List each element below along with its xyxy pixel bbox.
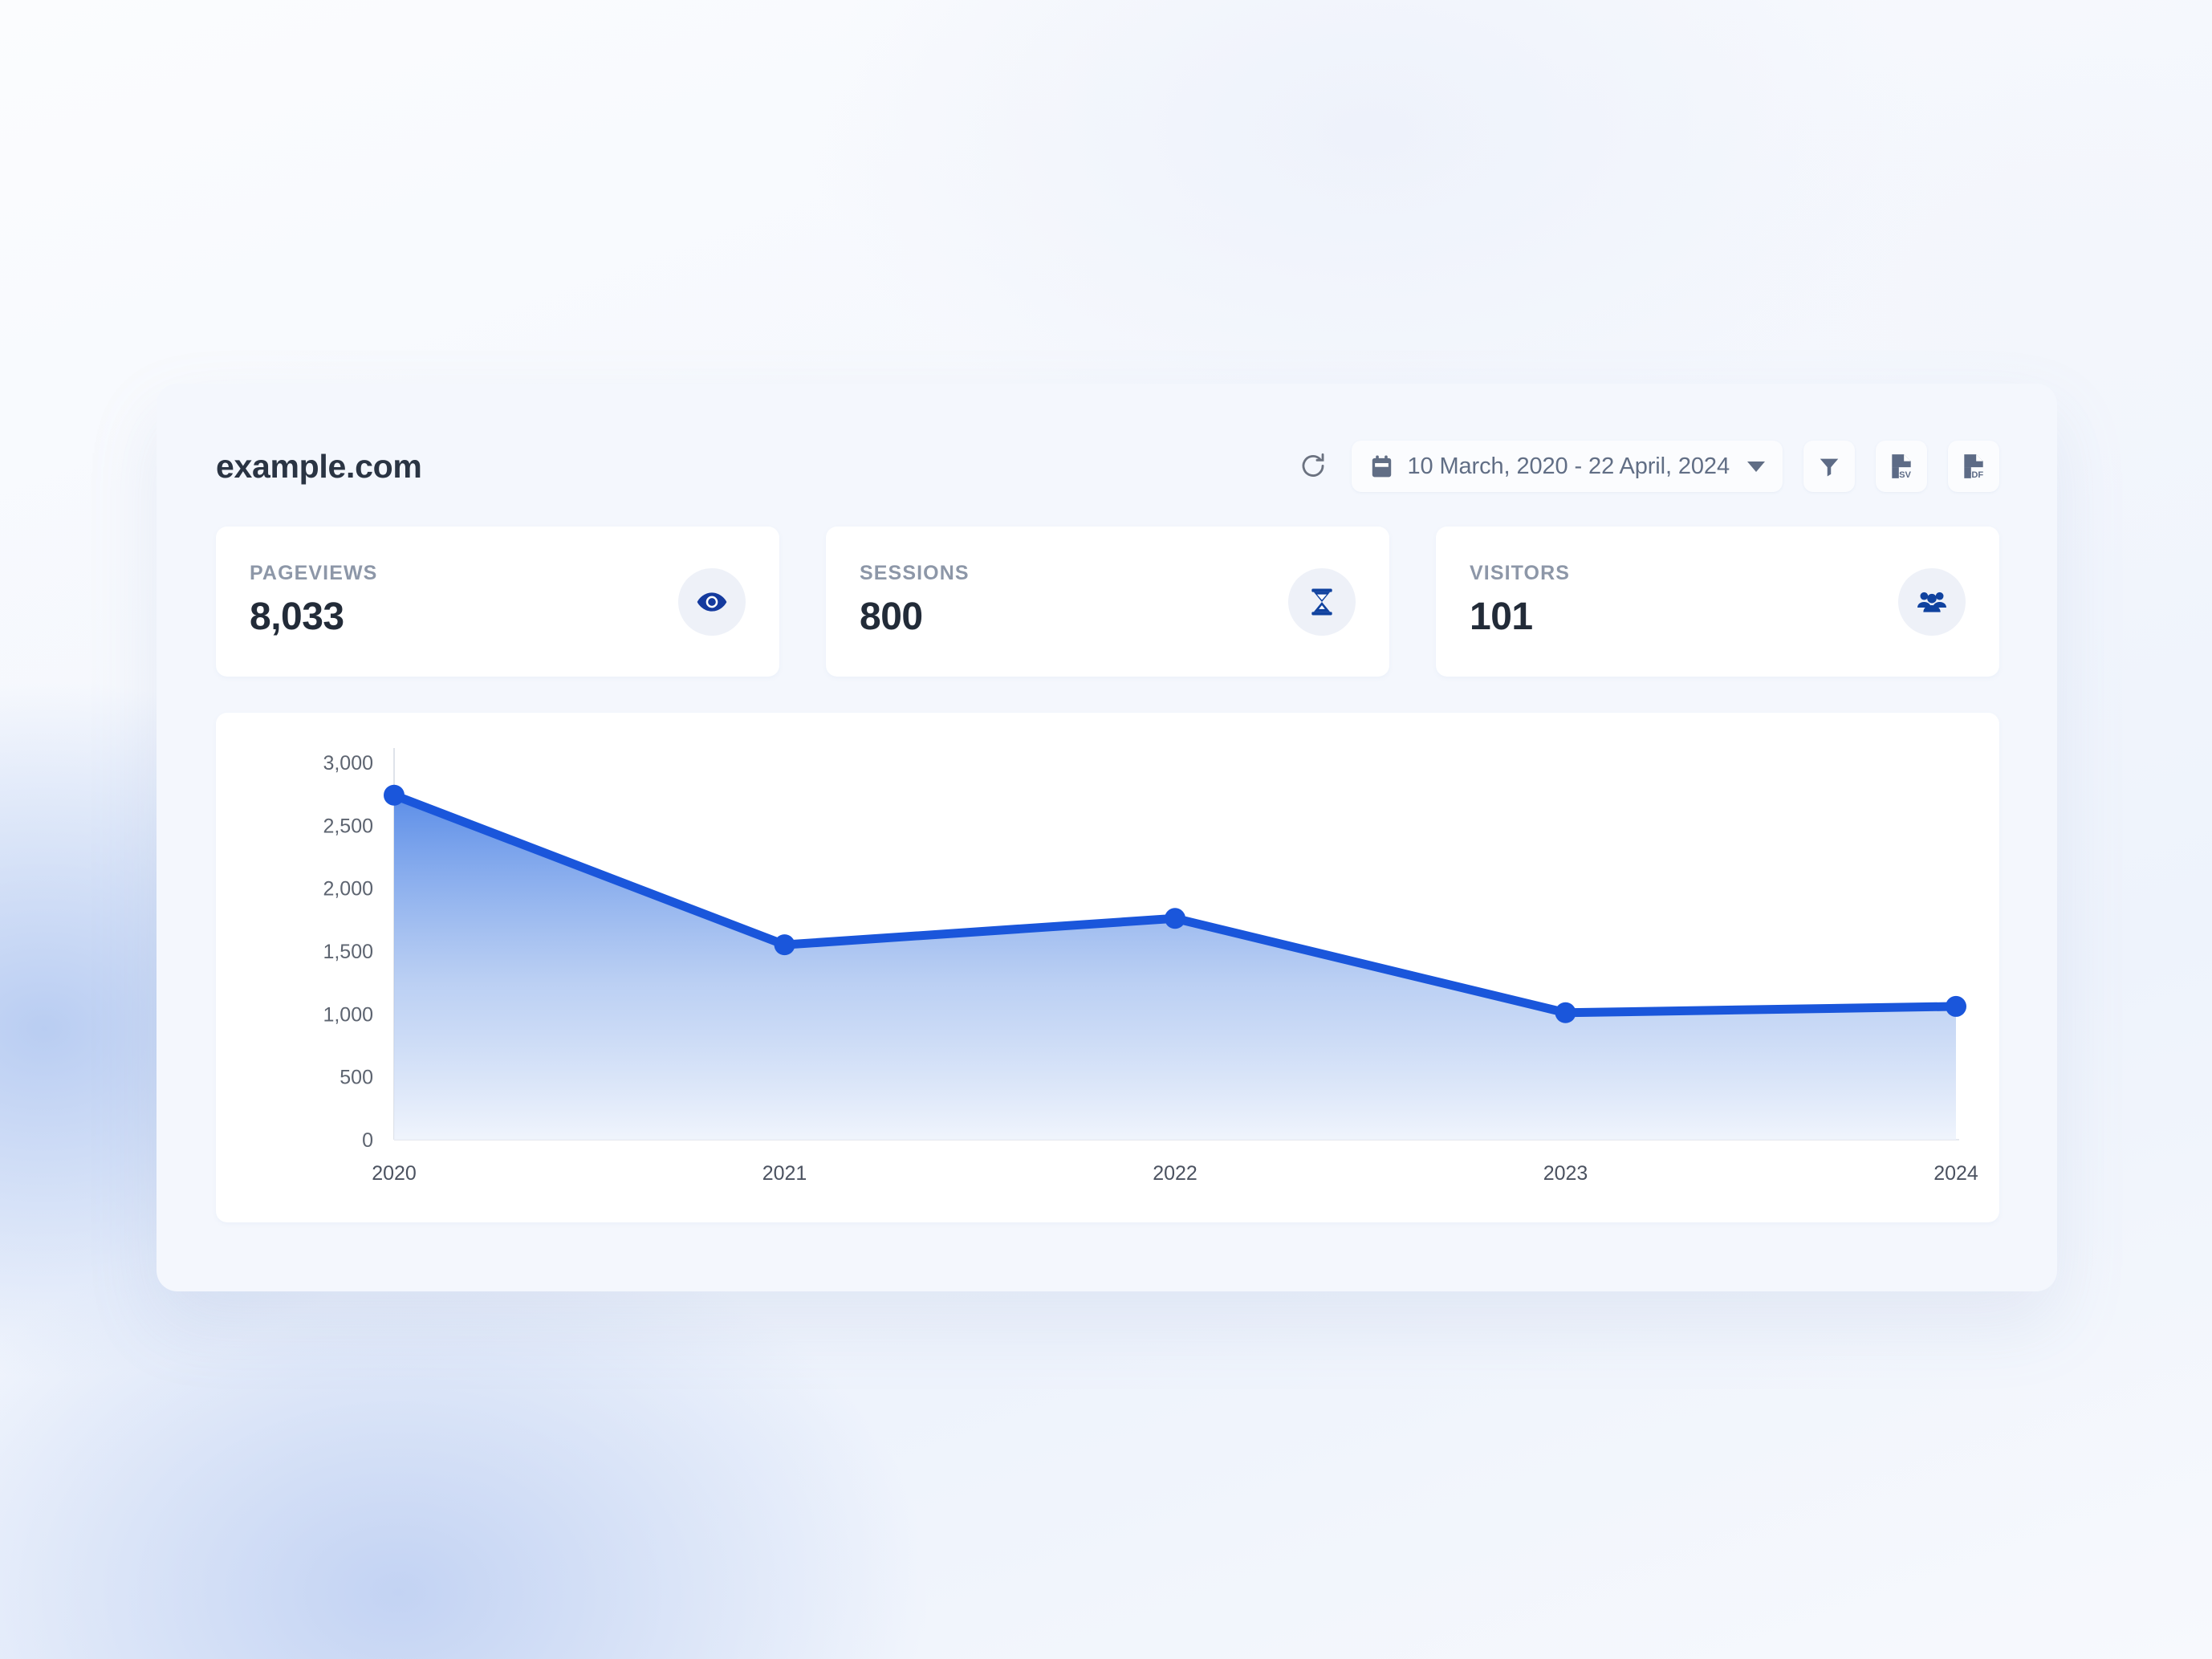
hourglass-icon [1288,567,1356,636]
dashboard-header: example.com [216,430,1999,502]
export-pdf-button[interactable]: PDF [1948,441,1999,492]
stat-card-sessions[interactable]: SESSIONS 800 [826,527,1389,677]
x-axis-tick: 2021 [762,1162,807,1185]
y-axis-tick: 1,000 [323,1003,373,1026]
chevron-down-icon [1747,461,1765,472]
stat-label: PAGEVIEWS [250,562,378,584]
filter-icon [1817,454,1841,478]
stat-value: 101 [1470,596,1533,638]
chart-data-point[interactable] [384,784,405,806]
pdf-file-icon: PDF [1961,453,1986,480]
filter-button[interactable] [1803,441,1855,492]
x-axis-tick: 2023 [1543,1162,1588,1185]
x-axis-tick: 2020 [372,1162,417,1185]
date-range-text: 10 March, 2020 - 22 April, 2024 [1407,453,1730,479]
refresh-button[interactable] [1291,444,1336,489]
chart-data-point[interactable] [1165,908,1185,929]
stat-value: 8,033 [250,596,344,638]
toolbar: 10 March, 2020 - 22 April, 2024 CSV [1291,441,1999,492]
chart-data-point[interactable] [1946,995,1966,1017]
svg-text:CSV: CSV [1893,470,1911,480]
stat-label: VISITORS [1470,562,1571,584]
y-axis-tick: 2,500 [323,815,373,837]
eye-icon [678,567,746,636]
date-range-picker[interactable]: 10 March, 2020 - 22 April, 2024 [1352,441,1783,492]
csv-file-icon: CSV [1889,453,1914,480]
chart-card: 0 500 1,000 1,500 2,000 2,500 3,000 2020 2021 202… [216,713,1999,1222]
y-axis-tick: 3,000 [323,752,373,775]
stat-card-visitors[interactable]: VISITORS 101 [1436,527,1999,677]
calendar-icon [1371,455,1393,478]
y-axis-tick: 2,000 [323,878,373,901]
people-icon [1898,567,1966,636]
page-title: example.com [216,447,422,485]
export-csv-button[interactable]: CSV [1876,441,1927,492]
x-axis-tick: 2022 [1153,1162,1197,1185]
chart-area-fill [394,795,1956,1140]
chart-data-point[interactable] [774,934,795,956]
stat-label: SESSIONS [860,562,970,584]
stat-card-pageviews[interactable]: PAGEVIEWS 8,033 [216,527,779,677]
x-axis-tick: 2024 [1933,1162,1978,1185]
pageviews-area-chart[interactable]: 0 500 1,000 1,500 2,000 2,500 3,000 2020 2021 202… [216,713,1999,1222]
stat-value: 800 [860,596,923,638]
y-axis-tick: 0 [362,1129,373,1152]
y-axis-tick: 1,500 [323,941,373,963]
dashboard-panel: example.com [157,384,2057,1291]
svg-text:PDF: PDF [1966,470,1983,480]
y-axis-tick: 500 [340,1067,373,1089]
stat-cards: PAGEVIEWS 8,033 SESSIONS 800 [216,527,1999,677]
chart-data-point[interactable] [1555,1002,1576,1023]
refresh-icon [1299,451,1327,482]
